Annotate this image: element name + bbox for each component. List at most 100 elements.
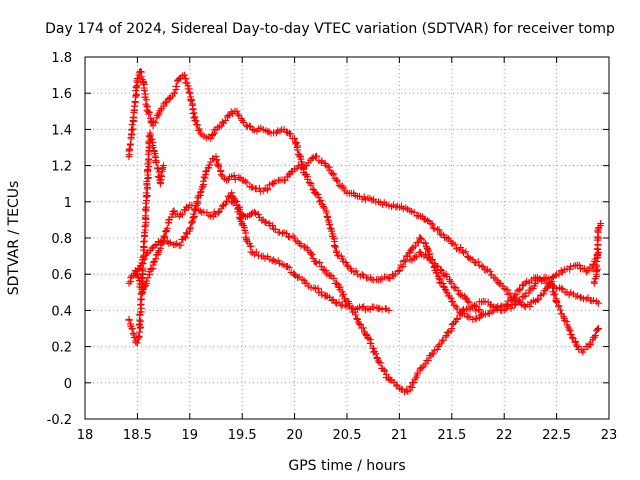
data-point [436,265,444,273]
data-point [421,360,429,368]
x-tick-label: 22 [496,428,513,443]
data-point [360,303,368,311]
data-point [291,134,299,142]
data-point [420,252,428,260]
data-point [149,144,157,151]
data-point [145,110,153,118]
data-point [152,159,160,167]
data-point [218,118,226,126]
data-point [182,234,189,242]
data-point [385,306,393,314]
data-point [481,298,489,305]
data-point [420,239,428,247]
data-point [340,184,348,192]
data-point [134,74,142,82]
data-point [317,158,325,166]
data-point [228,189,236,197]
x-tick-label: 18 [77,428,94,443]
data-point [282,128,290,136]
data-point [568,334,576,342]
data-point [129,329,137,337]
data-point [506,289,514,297]
data-point [133,339,141,347]
data-point [142,277,150,285]
data-point [254,210,262,218]
data-point [572,337,580,345]
data-point [140,87,148,94]
data-point [163,224,171,232]
data-point [334,251,342,259]
data-point [180,233,188,241]
data-point [451,241,459,249]
data-point [595,299,602,307]
data-point [416,234,424,242]
data-point [359,324,367,332]
y-tick-label: -0.2 [47,413,72,428]
data-point [584,267,592,275]
data-point [142,189,150,197]
data-point [128,325,136,333]
data-point [437,267,445,275]
data-point [294,274,302,282]
data-point [337,302,345,310]
x-tick-label: 21.5 [437,428,466,443]
data-point [316,259,324,266]
data-point [565,325,573,333]
data-point [560,313,567,321]
data-point [353,315,361,322]
data-point [334,177,342,185]
data-point [588,265,596,273]
data-point [533,296,541,304]
data-point [130,102,138,110]
grid-layer [85,57,609,419]
data-point [286,233,294,241]
data-point [597,220,605,227]
data-point [202,168,210,176]
data-point [394,267,402,275]
data-point [544,275,552,283]
data-point [385,274,393,282]
data-point [463,312,471,320]
data-point [196,189,204,197]
y-tick-label: 1.8 [51,51,72,66]
data-point [314,284,322,292]
y-tick-label: 0.2 [51,341,72,356]
data-point [191,205,199,213]
data-point [317,196,325,204]
data-point [189,110,197,118]
data-point [423,217,431,225]
data-point [133,90,140,98]
y-tick-label: 1.6 [51,87,72,102]
data-point [401,258,409,266]
data-point [319,266,327,273]
data-point [525,289,533,297]
data-point [478,311,486,319]
data-point [187,96,195,104]
data-point [193,197,201,205]
data-point [215,163,223,171]
data-point [185,88,193,96]
data-point [507,304,515,312]
data-point [217,205,225,213]
data-point [136,328,143,336]
data-point [230,172,238,179]
data-point [139,76,147,84]
data-point [595,249,602,256]
data-point [591,333,599,341]
data-point [291,234,299,242]
data-point [457,244,465,252]
data-point [269,222,276,230]
data-point [151,119,159,127]
data-point [251,208,259,216]
data-point [583,268,591,276]
data-point [462,248,470,256]
data-point [150,147,158,155]
data-point [572,341,580,349]
data-point [367,339,375,347]
data-point [246,122,254,130]
data-point [285,264,293,272]
data-point [424,357,432,365]
data-point [428,256,436,264]
data-point [447,294,455,302]
data-point [422,239,430,247]
